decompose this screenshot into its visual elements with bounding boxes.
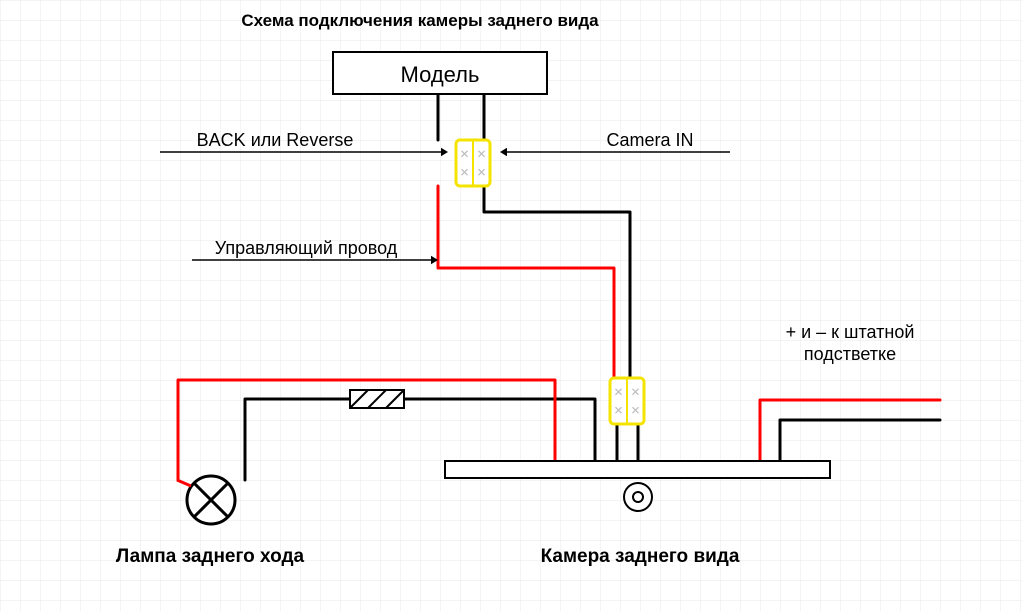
label-rear-camera: Камера заднего вида xyxy=(541,546,740,567)
label-power-line1: + и – к штатной xyxy=(786,322,915,342)
fuse-icon xyxy=(350,390,404,408)
model-label: Модель xyxy=(401,62,480,87)
label-power-line2: подстветке xyxy=(804,344,896,364)
label-back-reverse: BACK или Reverse xyxy=(197,130,354,150)
label-camera-in: Camera IN xyxy=(606,130,693,150)
camera-body-bar xyxy=(445,461,830,478)
diagram-canvas: Схема подключения камеры заднего вида Мод… xyxy=(0,0,1022,611)
diagram-svg: Схема подключения камеры заднего вида Мод… xyxy=(0,0,1022,611)
label-reverse-lamp: Лампа заднего хода xyxy=(116,546,305,567)
diagram-title: Схема подключения камеры заднего вида xyxy=(241,11,599,30)
connector-top xyxy=(456,140,490,186)
connector-bottom xyxy=(610,378,644,424)
camera-lens-inner xyxy=(633,492,643,502)
label-control-wire: Управляющий провод xyxy=(215,238,398,258)
